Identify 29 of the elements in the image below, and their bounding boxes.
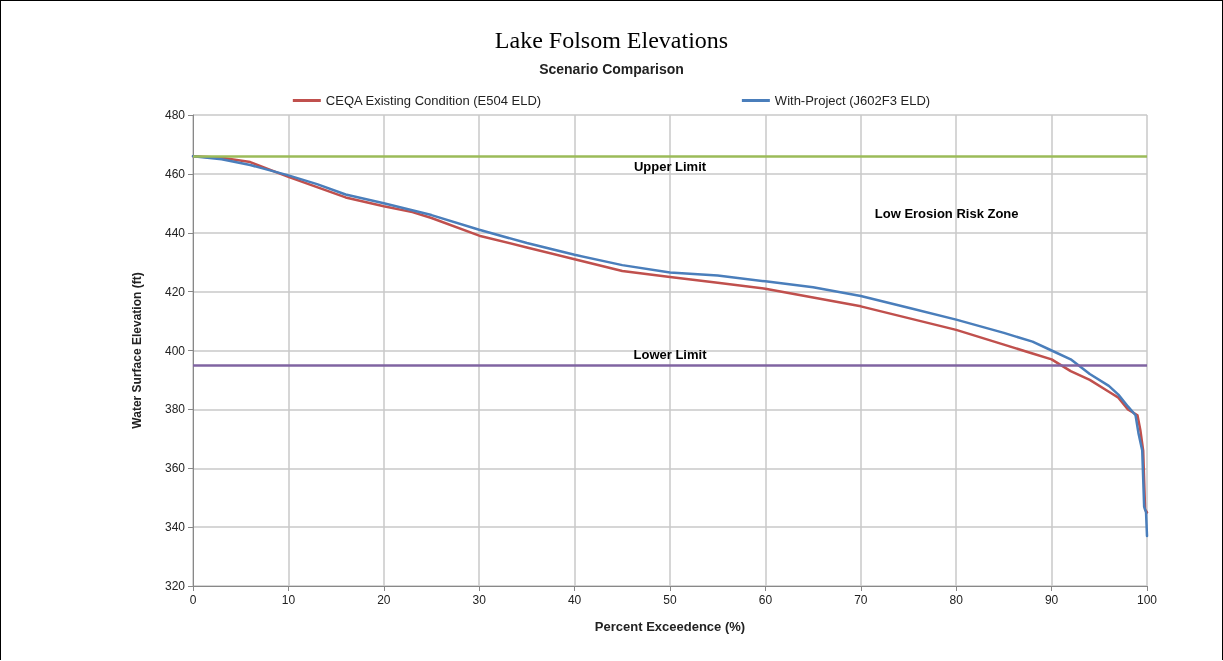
y-axis-title: Water Surface Elevation (ft): [130, 272, 144, 429]
x-tick-label: 40: [567, 593, 582, 607]
x-tick-label: 20: [377, 593, 391, 607]
ref-line-label: Upper Limit: [633, 159, 707, 175]
x-tick-label: 50: [663, 593, 677, 607]
x-tick-label: 30: [472, 593, 487, 607]
y-tick-label: 480: [164, 108, 186, 122]
chart-title: Lake Folsom Elevations: [494, 27, 729, 53]
x-tick-label: 70: [854, 593, 868, 607]
y-tick-label: 420: [164, 284, 186, 299]
x-tick-label: 90: [1044, 593, 1059, 607]
y-tick-label: 460: [164, 166, 186, 181]
x-tick-label: 10: [281, 593, 296, 607]
y-tick-label: 340: [164, 520, 186, 535]
x-tick-label: 60: [758, 593, 773, 607]
y-tick-label: 380: [164, 402, 186, 417]
y-tick-label: 320: [164, 579, 186, 593]
y-tick-label: 360: [164, 461, 186, 476]
x-tick-label: 100: [1136, 593, 1158, 607]
x-tick-label: 80: [949, 593, 964, 607]
ref-line-label: Lower Limit: [633, 347, 708, 363]
y-tick-label: 440: [164, 225, 186, 240]
y-tick-label: 400: [164, 343, 186, 358]
x-axis-title: Percent Exceedence (%): [594, 619, 746, 634]
annotation: Low Erosion Risk Zone: [874, 206, 1019, 222]
legend-label: CEQA Existing Condition (E504 ELD): [325, 93, 542, 108]
x-tick-label: 0: [189, 593, 197, 607]
legend-label: With-Project (J602F3 ELD): [774, 93, 931, 108]
chart-subtitle: Scenario Comparison: [539, 61, 684, 77]
